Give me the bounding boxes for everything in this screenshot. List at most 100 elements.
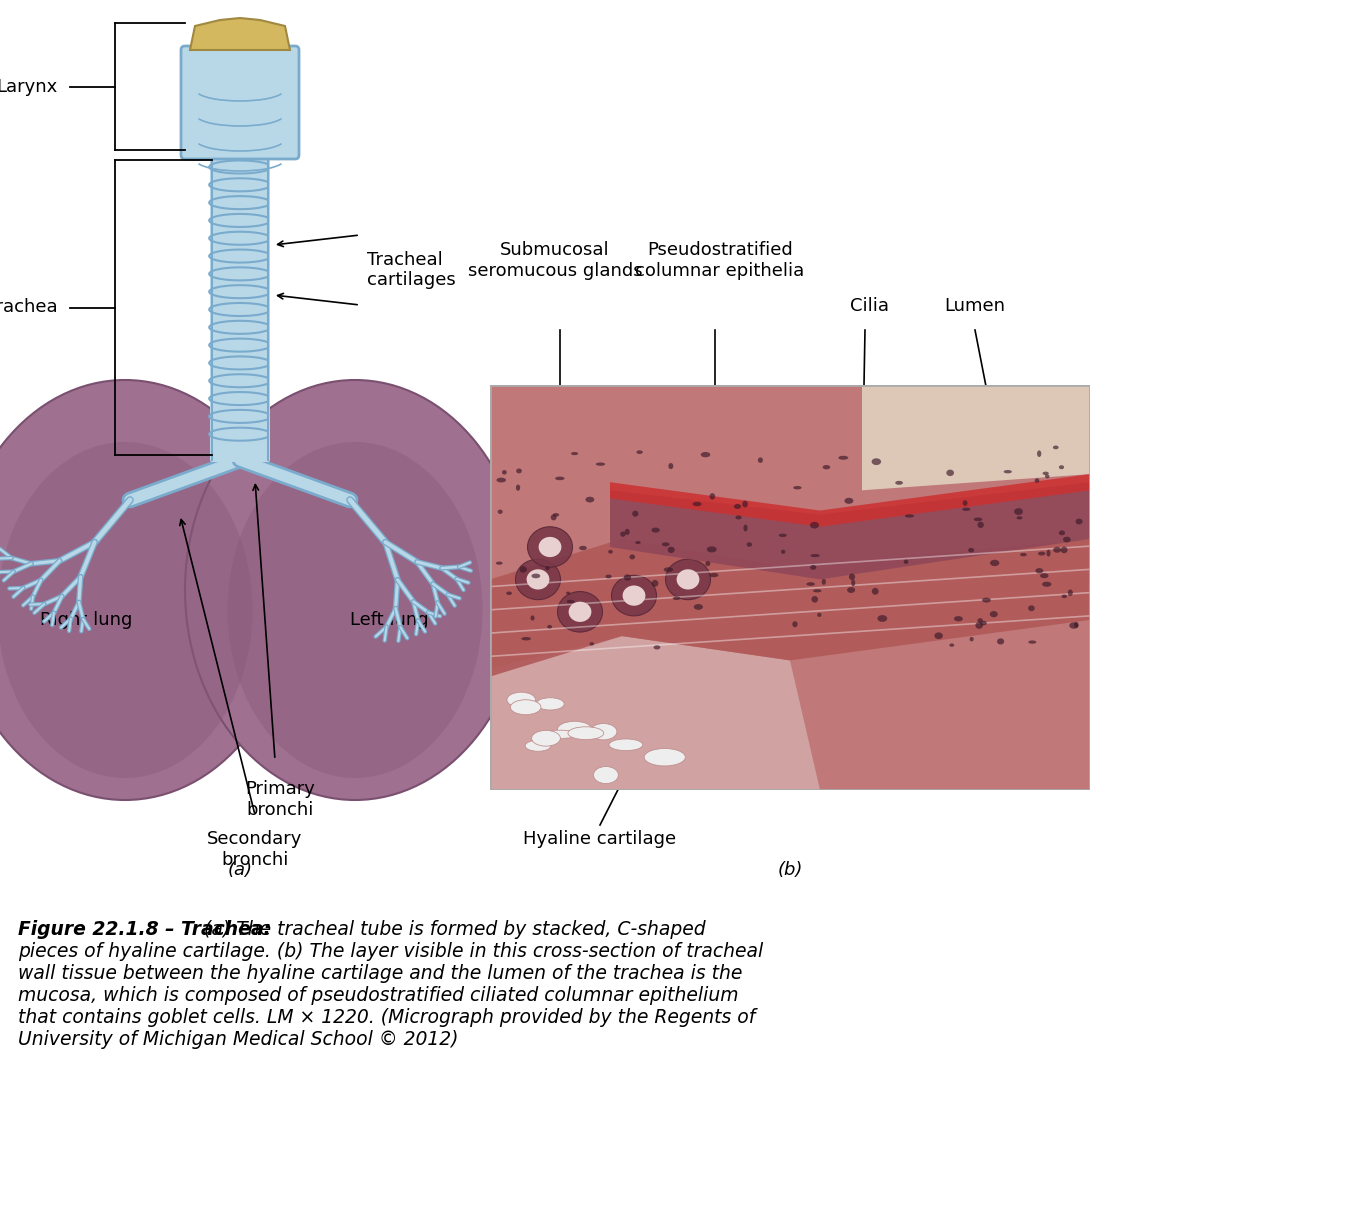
Ellipse shape: [982, 598, 991, 602]
Ellipse shape: [989, 611, 997, 617]
Ellipse shape: [1021, 553, 1026, 557]
Text: Figure 22.1.8 – Trachea:: Figure 22.1.8 – Trachea:: [18, 920, 271, 939]
Ellipse shape: [969, 548, 974, 552]
Ellipse shape: [667, 547, 674, 553]
Text: Secondary
bronchi: Secondary bronchi: [207, 830, 303, 869]
Ellipse shape: [793, 485, 801, 489]
Ellipse shape: [904, 514, 914, 517]
Ellipse shape: [877, 615, 888, 622]
Ellipse shape: [692, 501, 701, 506]
Ellipse shape: [525, 740, 551, 752]
Ellipse shape: [963, 500, 967, 506]
Ellipse shape: [673, 596, 681, 600]
Ellipse shape: [1047, 549, 1051, 557]
Ellipse shape: [0, 442, 252, 777]
Ellipse shape: [871, 588, 878, 595]
Ellipse shape: [811, 596, 818, 602]
Ellipse shape: [954, 616, 963, 621]
Text: Larynx: Larynx: [0, 78, 58, 96]
Ellipse shape: [507, 591, 512, 595]
Polygon shape: [862, 384, 1091, 490]
Ellipse shape: [629, 554, 636, 559]
Ellipse shape: [812, 589, 822, 593]
Polygon shape: [490, 636, 821, 790]
Ellipse shape: [1059, 466, 1064, 469]
Ellipse shape: [515, 559, 560, 600]
Ellipse shape: [977, 618, 982, 622]
Polygon shape: [190, 18, 290, 51]
Polygon shape: [490, 538, 1091, 676]
Ellipse shape: [792, 621, 797, 627]
Ellipse shape: [644, 749, 685, 766]
Ellipse shape: [501, 471, 507, 474]
Ellipse shape: [677, 569, 700, 590]
Ellipse shape: [744, 525, 748, 531]
Ellipse shape: [623, 574, 632, 580]
Ellipse shape: [810, 565, 817, 569]
Ellipse shape: [1059, 531, 1064, 535]
Ellipse shape: [589, 642, 595, 646]
Ellipse shape: [1036, 568, 1044, 573]
Ellipse shape: [585, 496, 595, 503]
Ellipse shape: [651, 527, 660, 532]
Ellipse shape: [553, 513, 559, 516]
Ellipse shape: [1028, 605, 1034, 611]
Ellipse shape: [606, 574, 612, 578]
Ellipse shape: [693, 604, 703, 610]
Ellipse shape: [530, 616, 534, 621]
Ellipse shape: [975, 622, 984, 628]
Ellipse shape: [611, 575, 656, 616]
Ellipse shape: [608, 549, 612, 553]
Ellipse shape: [637, 451, 643, 453]
Ellipse shape: [838, 456, 848, 460]
Ellipse shape: [949, 643, 954, 647]
Ellipse shape: [666, 559, 711, 600]
Ellipse shape: [507, 692, 536, 707]
Ellipse shape: [1043, 582, 1051, 586]
Ellipse shape: [663, 567, 673, 572]
Ellipse shape: [706, 561, 711, 567]
Ellipse shape: [569, 601, 592, 622]
Ellipse shape: [970, 637, 974, 642]
Ellipse shape: [1034, 478, 1040, 483]
Ellipse shape: [822, 579, 826, 585]
Ellipse shape: [758, 457, 763, 463]
Ellipse shape: [547, 625, 552, 628]
Polygon shape: [610, 482, 1091, 579]
Ellipse shape: [185, 379, 525, 800]
Ellipse shape: [621, 531, 626, 537]
Ellipse shape: [653, 646, 660, 649]
Ellipse shape: [511, 700, 541, 715]
Text: Hyaline cartilage: Hyaline cartilage: [523, 830, 677, 848]
Ellipse shape: [1045, 474, 1049, 478]
Ellipse shape: [497, 510, 503, 514]
Text: Submucosal
seromucous glands: Submucosal seromucous glands: [467, 241, 643, 280]
Ellipse shape: [569, 727, 604, 739]
Ellipse shape: [962, 508, 970, 511]
Ellipse shape: [662, 542, 670, 546]
Ellipse shape: [1004, 469, 1012, 473]
Text: Lumen: Lumen: [944, 297, 1006, 315]
Ellipse shape: [1054, 547, 1062, 553]
Ellipse shape: [747, 542, 752, 547]
Ellipse shape: [934, 632, 943, 639]
Polygon shape: [610, 474, 1091, 527]
Ellipse shape: [551, 515, 556, 520]
Ellipse shape: [778, 533, 786, 537]
Ellipse shape: [844, 498, 854, 504]
Ellipse shape: [636, 541, 641, 545]
Text: Cilia: Cilia: [851, 297, 889, 315]
Ellipse shape: [997, 638, 1004, 644]
Ellipse shape: [558, 721, 592, 737]
Ellipse shape: [558, 591, 603, 632]
Text: Trachea: Trachea: [0, 298, 58, 317]
Ellipse shape: [1017, 516, 1022, 520]
Ellipse shape: [669, 463, 673, 469]
Ellipse shape: [545, 567, 549, 570]
Ellipse shape: [822, 464, 830, 469]
Ellipse shape: [1040, 573, 1048, 578]
Ellipse shape: [521, 637, 532, 641]
Ellipse shape: [1043, 472, 1049, 476]
Ellipse shape: [743, 500, 748, 508]
Text: (b): (b): [777, 861, 803, 878]
